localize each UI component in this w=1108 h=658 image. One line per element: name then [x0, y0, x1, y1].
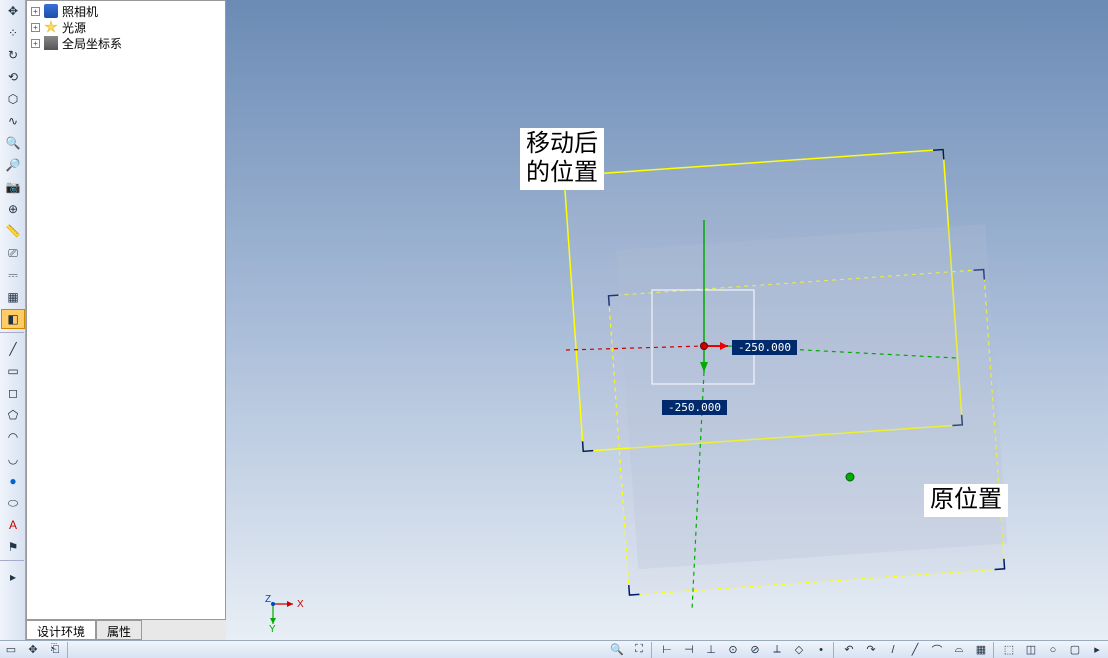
tool-select-icon[interactable]: ⬡ — [1, 89, 25, 109]
axis-z-label: Z — [265, 594, 271, 605]
tool-snap1-icon[interactable]: ⎚ — [1, 243, 25, 263]
bt-snap-cen-icon[interactable]: ⊙ — [723, 642, 743, 658]
tool-snap3-icon[interactable]: ▦ — [1, 287, 25, 307]
origin-point[interactable] — [701, 343, 708, 350]
tool-text-icon[interactable]: A — [1, 515, 25, 535]
bt-pan-icon[interactable]: ✥ — [23, 642, 43, 658]
tool-target-icon[interactable]: ⊕ — [1, 199, 25, 219]
panel-tabs: 设计环境 属性 — [26, 620, 142, 640]
expand-icon[interactable]: + — [31, 7, 40, 16]
bt-arc1-icon[interactable]: ⌒ — [927, 642, 947, 658]
separator — [67, 642, 71, 658]
tool-rect-icon[interactable]: ▭ — [1, 361, 25, 381]
light-icon — [44, 20, 58, 34]
bottom-toolbar: ▭ ✥ ⎗ 🔍 ⛶ ⊢ ⊣ ⊥ ⊙ ⊘ ⟂ ◇ • ↶ ↷ / ╱ ⌒ ⌓ ▦ … — [0, 640, 1108, 658]
bt-snap-quad-icon[interactable]: ◇ — [789, 642, 809, 658]
separator — [651, 642, 655, 658]
tab-design-env[interactable]: 设计环境 — [26, 620, 96, 640]
axis-x-label: X — [297, 599, 304, 610]
tree-label: 照相机 — [62, 3, 98, 20]
separator — [0, 332, 24, 336]
tree-item-camera[interactable]: + 照相机 — [31, 3, 221, 19]
annotation-original: 原位置 — [924, 484, 1008, 517]
tool-misc-icon[interactable]: ▸ — [1, 567, 25, 587]
tree-item-light[interactable]: + 光源 — [31, 19, 221, 35]
bt-snap-node-icon[interactable]: • — [811, 642, 831, 658]
bt-snap-mid-icon[interactable]: ⊣ — [679, 642, 699, 658]
bt-redo-icon[interactable]: ↷ — [861, 642, 881, 658]
tree-label: 全局坐标系 — [62, 35, 122, 52]
tool-zoom-icon[interactable]: 🔍 — [1, 133, 25, 153]
bt-view2-icon[interactable]: ◫ — [1021, 642, 1041, 658]
tool-measure-icon[interactable]: 📏 — [1, 221, 25, 241]
tree-panel: + 照相机 + 光源 + 全局坐标系 — [26, 0, 226, 620]
dim-y-label[interactable]: -250.000 — [662, 400, 727, 415]
axis-indicator: X Y Z — [265, 592, 305, 635]
bt-undo-icon[interactable]: ↶ — [839, 642, 859, 658]
bt-arc2-icon[interactable]: ⌓ — [949, 642, 969, 658]
bt-snap-tan-icon[interactable]: ⊘ — [745, 642, 765, 658]
tool-active-icon[interactable]: ◧ — [1, 309, 25, 329]
tool-curve-icon[interactable]: ∿ — [1, 111, 25, 131]
bt-arrow-icon[interactable]: ▸ — [1087, 642, 1107, 658]
bt-line2-icon[interactable]: ╱ — [905, 642, 925, 658]
bt-snap-end-icon[interactable]: ⊢ — [657, 642, 677, 658]
viewport-canvas — [226, 0, 1108, 640]
tool-circle-icon[interactable]: ● — [1, 471, 25, 491]
camera-icon — [44, 4, 58, 18]
tool-orbit-icon[interactable]: ⟲ — [1, 67, 25, 87]
tool-grid-icon[interactable]: ⁘ — [1, 23, 25, 43]
tool-rect2-icon[interactable]: ◻ — [1, 383, 25, 403]
dim-x-label[interactable]: -250.000 — [732, 340, 797, 355]
axis-y-label: Y — [269, 624, 276, 632]
tool-line-icon[interactable]: ╱ — [1, 339, 25, 359]
bt-box-icon[interactable]: ▢ — [1065, 642, 1085, 658]
bt-zoom-icon[interactable]: 🔍 — [607, 642, 627, 658]
anchor-point[interactable] — [846, 473, 854, 481]
tree-label: 光源 — [62, 19, 86, 36]
separator — [0, 560, 24, 564]
bt-snap-int-icon[interactable]: ⊥ — [701, 642, 721, 658]
tool-arc-icon[interactable]: ◠ — [1, 427, 25, 447]
tool-zoomout-icon[interactable]: 🔎 — [1, 155, 25, 175]
bt-zoomfit-icon[interactable]: ⛶ — [629, 642, 649, 658]
viewport-3d[interactable]: -250.000 -250.000 移动后 的位置 原位置 — [226, 0, 1108, 640]
tool-camera-icon[interactable]: 📷 — [1, 177, 25, 197]
separator — [833, 642, 837, 658]
tool-flag-icon[interactable]: ⚑ — [1, 537, 25, 557]
tool-move-icon[interactable]: ✥ — [1, 1, 25, 21]
tool-rotate-icon[interactable]: ↻ — [1, 45, 25, 65]
bt-new-icon[interactable]: ⎗ — [45, 642, 65, 658]
annotation-moved: 移动后 的位置 — [520, 128, 604, 190]
separator — [993, 642, 997, 658]
bt-hatch-icon[interactable]: ▦ — [971, 642, 991, 658]
bt-view1-icon[interactable]: ⬚ — [999, 642, 1019, 658]
tree-item-coord[interactable]: + 全局坐标系 — [31, 35, 221, 51]
expand-icon[interactable]: + — [31, 23, 40, 32]
faded-plane — [616, 224, 1007, 569]
tool-poly-icon[interactable]: ⬠ — [1, 405, 25, 425]
tool-snap2-icon[interactable]: ⎓ — [1, 265, 25, 285]
tool-ellipse-icon[interactable]: ⬭ — [1, 493, 25, 513]
bt-snap-perp-icon[interactable]: ⟂ — [767, 642, 787, 658]
bt-circle-icon[interactable]: ○ — [1043, 642, 1063, 658]
coord-icon — [44, 36, 58, 50]
bt-select-icon[interactable]: ▭ — [1, 642, 21, 658]
model-tree: + 照相机 + 光源 + 全局坐标系 — [27, 1, 225, 53]
tool-arc2-icon[interactable]: ◡ — [1, 449, 25, 469]
bt-line1-icon[interactable]: / — [883, 642, 903, 658]
expand-icon[interactable]: + — [31, 39, 40, 48]
left-toolbar: ✥ ⁘ ↻ ⟲ ⬡ ∿ 🔍 🔎 📷 ⊕ 📏 ⎚ ⎓ ▦ ◧ ╱ ▭ ◻ ⬠ ◠ … — [0, 0, 26, 640]
tab-properties[interactable]: 属性 — [96, 620, 142, 640]
